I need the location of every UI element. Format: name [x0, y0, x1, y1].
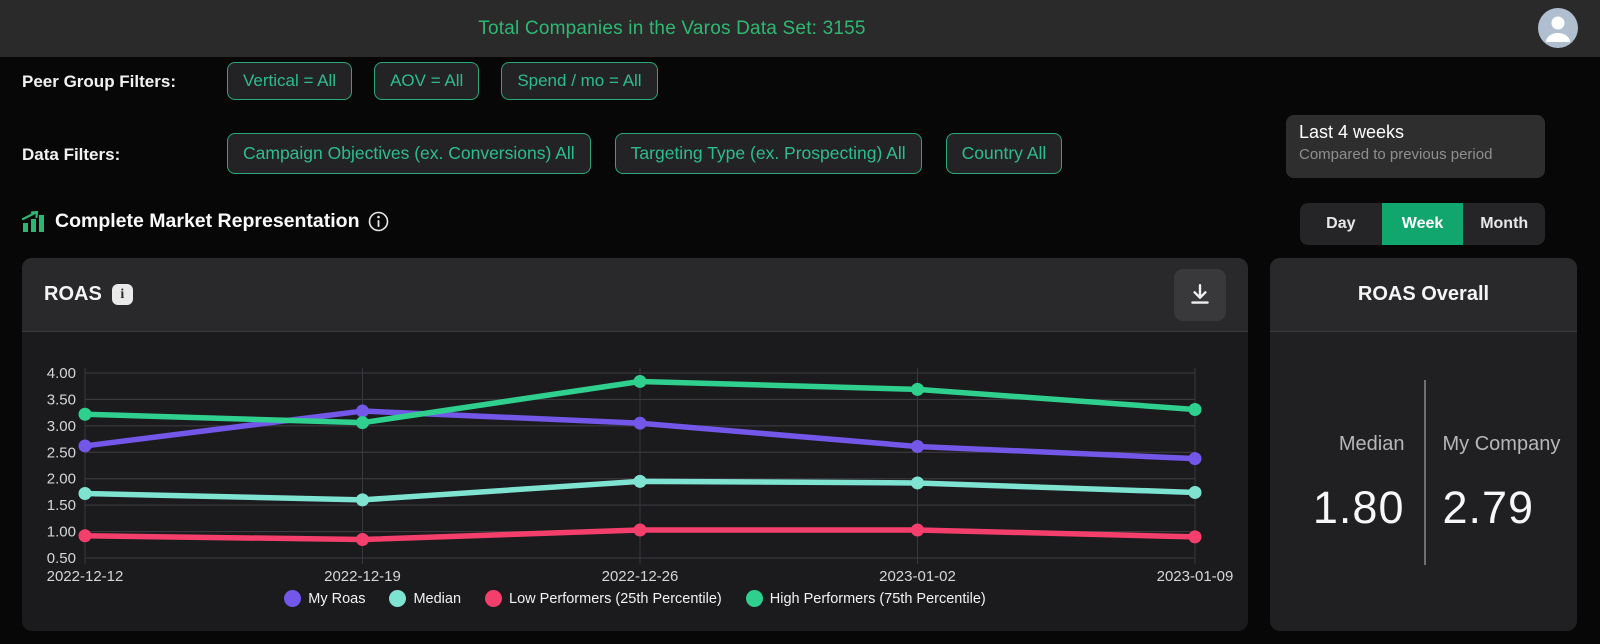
download-button[interactable]	[1174, 269, 1226, 321]
x-tick-label: 2022-12-12	[47, 568, 124, 585]
legend-dot	[745, 590, 763, 607]
legend-item-3[interactable]: High Performers (75th Percentile)	[745, 590, 986, 607]
data-point[interactable]	[78, 529, 92, 543]
granularity-toggle: Day Week Month	[1300, 203, 1545, 245]
roas-overall-header: ROAS Overall	[1270, 258, 1577, 332]
peer-group-filters-label: Peer Group Filters:	[22, 72, 176, 91]
roas-overall-body: Median 1.80 My Company 2.79	[1270, 332, 1577, 631]
roas-panel-title: ROAS	[44, 283, 102, 305]
data-point[interactable]	[78, 407, 92, 421]
x-tick-label: 2022-12-26	[602, 568, 679, 585]
roas-overall-panel: ROAS Overall Median 1.80 My Company 2.79	[1270, 258, 1577, 631]
download-icon	[1191, 284, 1209, 304]
my-company-value: 2.79	[1442, 482, 1535, 533]
data-filter-chip-2[interactable]: Country All	[945, 133, 1063, 174]
legend-label: Median	[413, 590, 462, 607]
legend-dot	[389, 590, 407, 607]
y-tick-label: 2.00	[47, 471, 76, 488]
total-companies-text: Total Companies in the Varos Data Set: 3…	[478, 17, 866, 39]
data-point[interactable]	[356, 493, 369, 507]
legend-label: High Performers (75th Percentile)	[769, 590, 986, 607]
data-point[interactable]	[356, 416, 369, 430]
legend-label: My Roas	[308, 590, 366, 607]
roas-chart-panel: ROAS i 4.00 3.50 3.00 2.50 2.00 1.50 1.00 0.50 2…	[22, 258, 1248, 631]
peer-group-filter-chips: Vertical = All AOV = All Spend / mo = All	[227, 62, 658, 100]
data-point[interactable]	[356, 404, 369, 418]
legend-item-2[interactable]: Low Performers (25th Percentile)	[485, 590, 722, 607]
chart-legend: My Roas Median Low Performers (25th Percen…	[22, 590, 1248, 607]
peer-filter-chip-1[interactable]: AOV = All	[374, 62, 480, 100]
y-tick-label: 0.50	[47, 550, 76, 567]
toggle-month[interactable]: Month	[1480, 215, 1529, 232]
legend-dot	[284, 590, 302, 607]
median-value: 1.80	[1312, 482, 1405, 533]
period-card[interactable]: Last 4 weeks Compared to previous period	[1286, 115, 1545, 178]
vertical-divider	[1423, 380, 1426, 565]
period-title: Last 4 weeks	[1299, 122, 1405, 142]
data-filter-chips: Campaign Objectives (ex. Conversions) Al…	[227, 133, 1063, 174]
legend-dot	[485, 590, 503, 607]
data-point[interactable]	[633, 523, 647, 537]
data-point[interactable]	[911, 523, 924, 537]
x-tick-label: 2023-01-09	[1157, 568, 1234, 585]
data-filter-chip-1[interactable]: Targeting Type (ex. Prospecting) All	[614, 133, 922, 174]
legend-item-0[interactable]: My Roas	[284, 590, 365, 607]
toggle-week[interactable]: Week	[1381, 203, 1464, 245]
top-bar: Total Companies in the Varos Data Set: 3…	[0, 0, 1600, 57]
data-point[interactable]	[1188, 530, 1202, 544]
x-tick-label: 2023-01-02	[879, 568, 956, 585]
data-filter-chip-0[interactable]: Campaign Objectives (ex. Conversions) Al…	[227, 133, 591, 174]
data-point[interactable]	[78, 487, 92, 501]
data-point[interactable]	[1188, 485, 1202, 499]
data-point[interactable]	[633, 416, 647, 430]
y-tick-label: 3.50	[47, 391, 76, 408]
y-tick-label: 3.00	[47, 418, 76, 435]
y-tick-label: 1.00	[47, 524, 76, 541]
data-point[interactable]	[911, 382, 924, 396]
data-point[interactable]	[633, 474, 647, 488]
user-avatar[interactable]	[1538, 8, 1578, 48]
median-label: Median	[1338, 433, 1405, 455]
chart-growth-icon	[22, 211, 44, 232]
legend-label: Low Performers (25th Percentile)	[509, 590, 722, 607]
roas-overall-title: ROAS Overall	[1357, 283, 1490, 305]
toggle-day[interactable]: Day	[1326, 215, 1356, 232]
data-point[interactable]	[1188, 402, 1202, 416]
section-title: Complete Market Representation	[55, 210, 360, 232]
y-tick-label: 1.50	[47, 497, 76, 514]
y-tick-label: 2.50	[47, 444, 76, 461]
data-point[interactable]	[633, 374, 647, 388]
period-subtitle: Compared to previous period	[1299, 146, 1493, 163]
data-point[interactable]	[356, 533, 369, 546]
info-icon[interactable]	[368, 211, 389, 232]
roas-line-chart[interactable]: 4.003.503.002.502.001.501.000.502022-12-…	[22, 332, 1248, 586]
peer-filter-chip-2[interactable]: Spend / mo = All	[501, 62, 658, 100]
data-point[interactable]	[911, 439, 924, 453]
person-icon	[1546, 16, 1570, 42]
data-point[interactable]	[1188, 452, 1202, 466]
legend-item-1[interactable]: Median	[389, 590, 461, 607]
data-filters-label: Data Filters:	[22, 145, 121, 164]
data-point[interactable]	[911, 476, 924, 490]
peer-filter-chip-0[interactable]: Vertical = All	[227, 62, 353, 100]
data-point[interactable]	[78, 439, 92, 453]
y-tick-label: 4.00	[47, 365, 76, 382]
x-tick-label: 2022-12-19	[324, 568, 401, 585]
roas-info-icon[interactable]: i	[111, 284, 133, 305]
roas-panel-header: ROAS i	[22, 258, 1248, 332]
my-company-label: My Company	[1442, 433, 1561, 455]
